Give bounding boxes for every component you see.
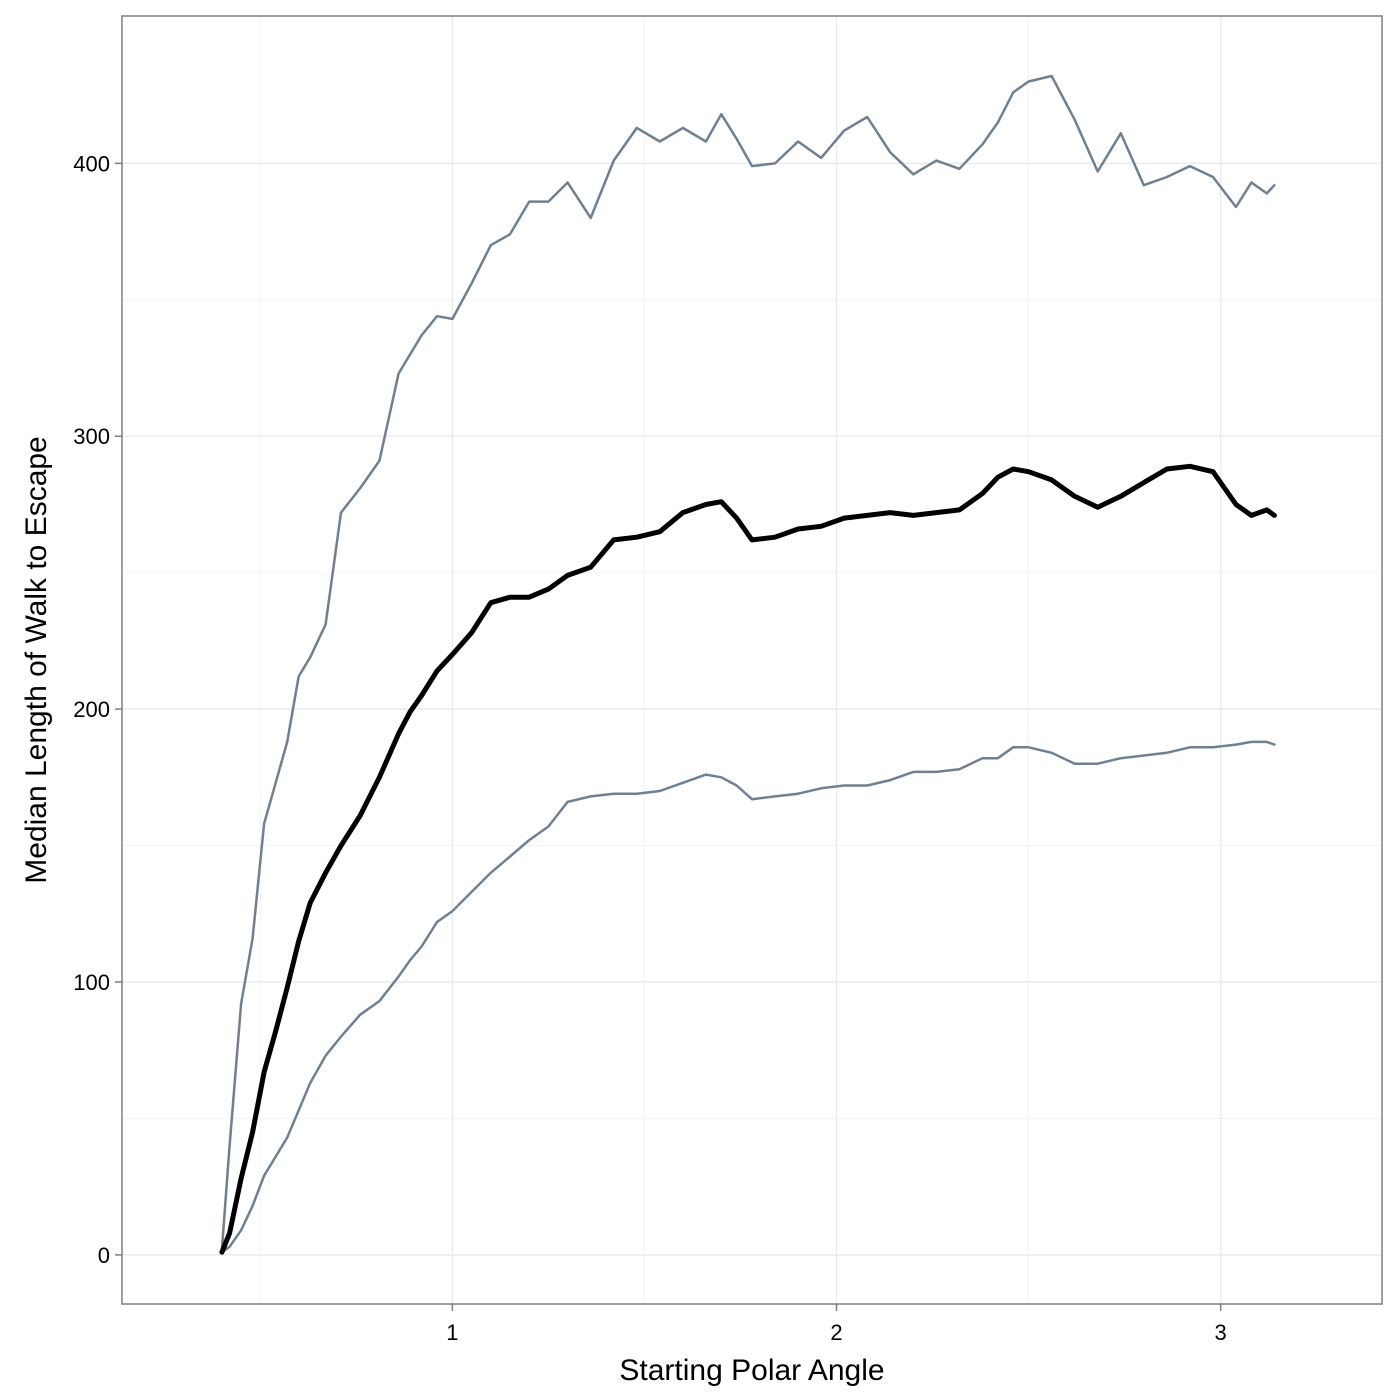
series-layer: [219, 74, 1277, 1255]
plot-background: [122, 16, 1382, 1304]
y-tick-label: 0: [98, 1243, 110, 1268]
grid-major: [122, 16, 1382, 1304]
y-tick-label: 300: [73, 424, 110, 449]
y-axis: 0 100 200 300 400: [73, 151, 122, 1268]
plot-frame: [121, 15, 1383, 1305]
y-tick-label: 200: [73, 697, 110, 722]
x-tick-label: 1: [446, 1320, 458, 1345]
x-axis-title: Starting Polar Angle: [619, 1354, 884, 1387]
y-tick-label: 400: [73, 151, 110, 176]
series-line-upper: [220, 74, 1276, 1251]
series-line-lower: [220, 740, 1276, 1254]
x-tick-label: 3: [1215, 1320, 1227, 1345]
y-axis-title: Median Length of Walk to Escape: [20, 436, 53, 883]
x-tick-label: 2: [830, 1320, 842, 1345]
x-axis: 1 2 3: [446, 1304, 1227, 1345]
y-tick-label: 100: [73, 970, 110, 995]
series-line-median: [219, 463, 1277, 1255]
